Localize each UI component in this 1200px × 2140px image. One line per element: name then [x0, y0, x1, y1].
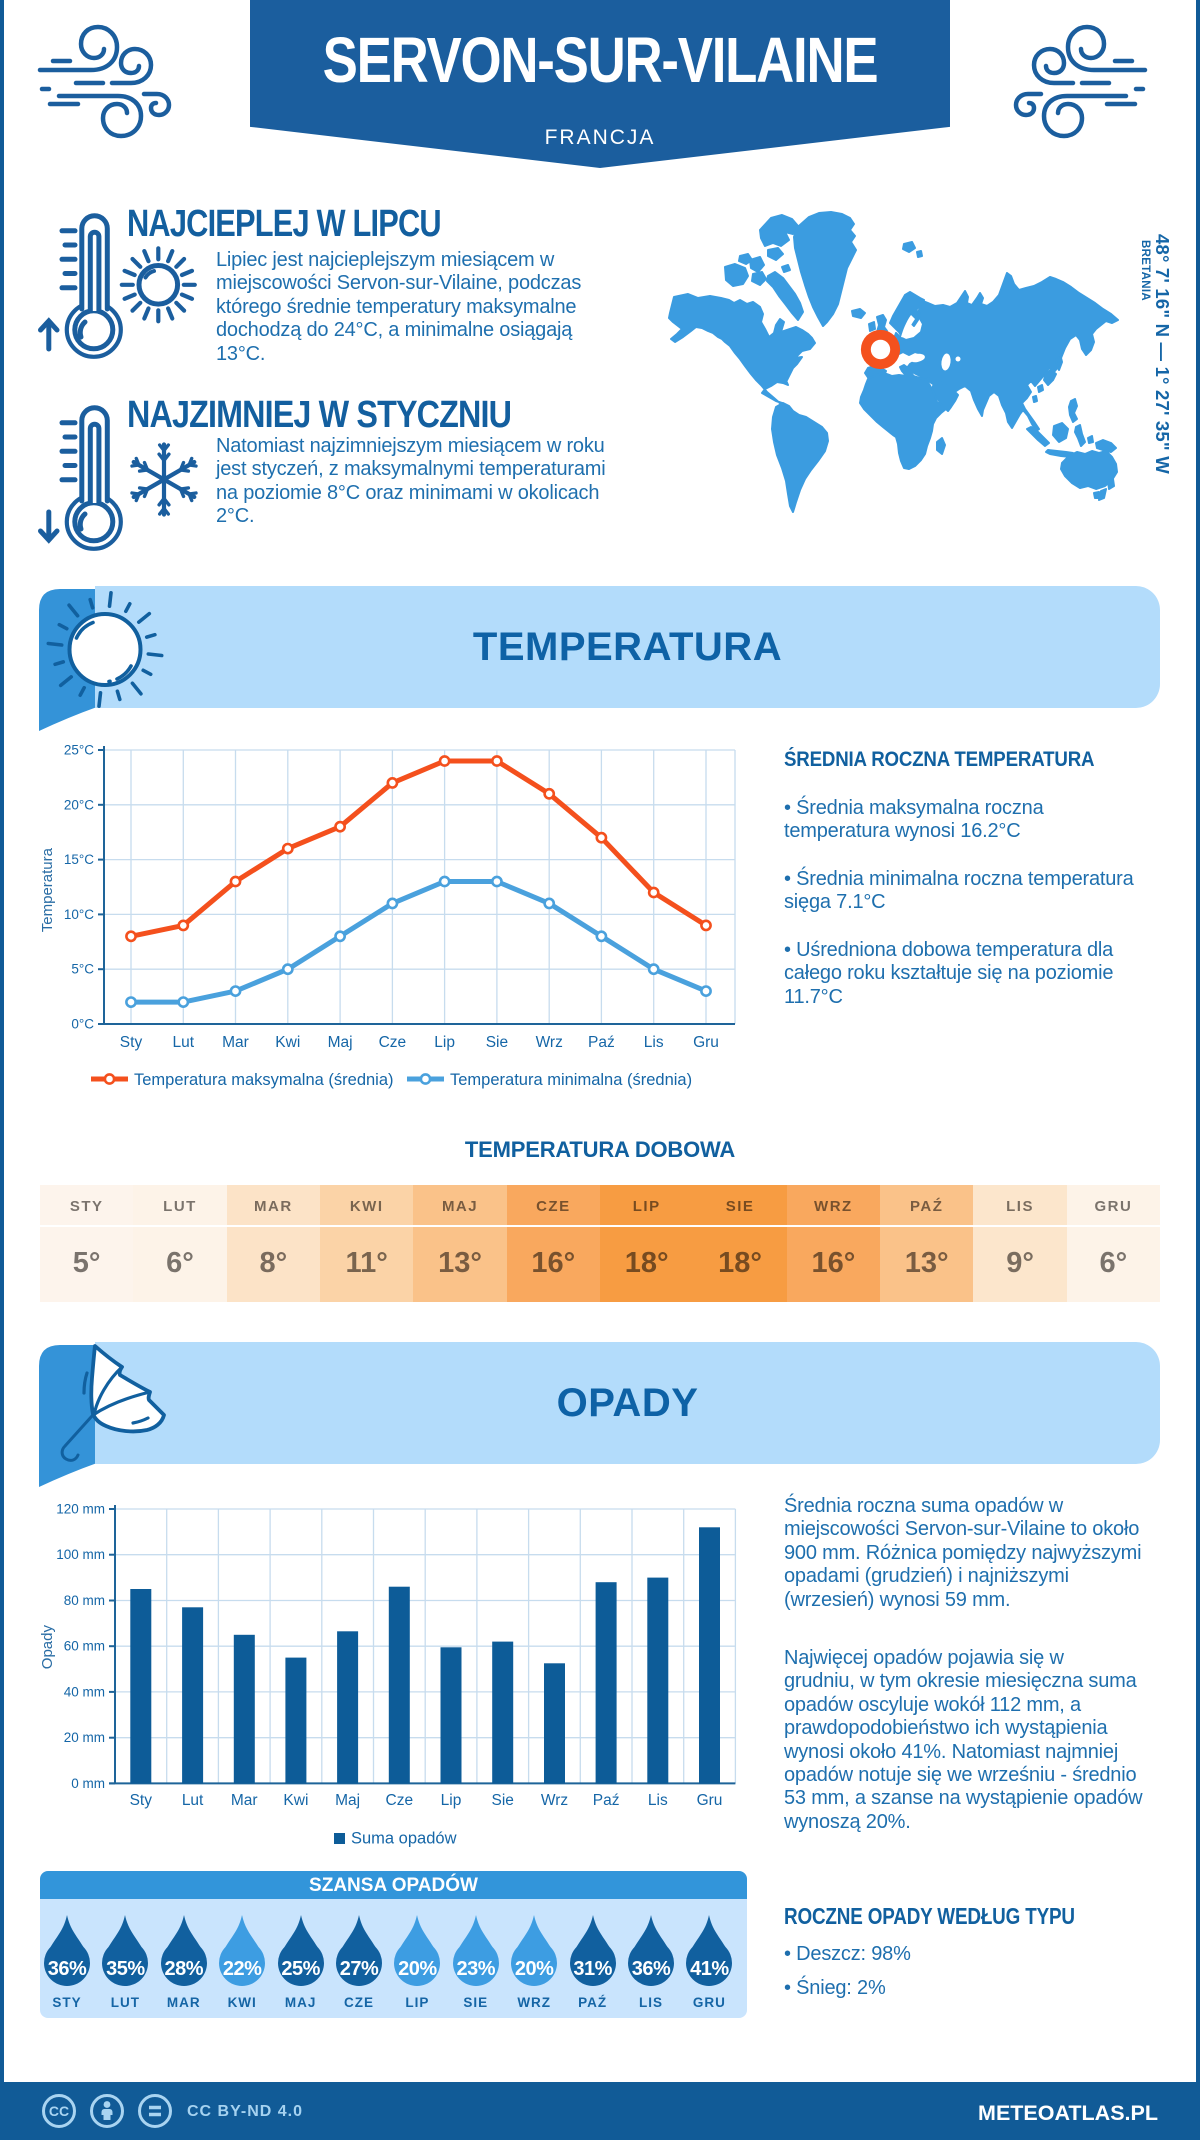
svg-text:10°C: 10°C [64, 907, 94, 922]
svg-text:Lut: Lut [182, 1792, 204, 1809]
svg-text:25°C: 25°C [64, 743, 94, 758]
svg-text:15°C: 15°C [64, 852, 94, 867]
svg-text:20 mm: 20 mm [64, 1730, 105, 1745]
svg-text:Lip: Lip [434, 1034, 455, 1051]
svg-text:Gru: Gru [697, 1792, 723, 1809]
svg-text:Wrz: Wrz [541, 1792, 568, 1809]
svg-text:Kwi: Kwi [283, 1792, 308, 1809]
svg-text:40 mm: 40 mm [64, 1684, 105, 1699]
svg-text:Lis: Lis [644, 1034, 664, 1051]
svg-text:5°C: 5°C [71, 962, 94, 977]
svg-text:Cze: Cze [379, 1034, 407, 1051]
svg-text:0 mm: 0 mm [71, 1776, 105, 1791]
svg-text:20°C: 20°C [64, 797, 94, 812]
svg-text:Sie: Sie [486, 1034, 508, 1051]
svg-text:Lut: Lut [173, 1034, 195, 1051]
svg-text:80 mm: 80 mm [64, 1593, 105, 1608]
svg-text:Mar: Mar [222, 1034, 249, 1051]
svg-text:120 mm: 120 mm [56, 1502, 105, 1517]
svg-text:Sty: Sty [130, 1792, 153, 1809]
svg-text:Kwi: Kwi [275, 1034, 300, 1051]
svg-text:CC: CC [49, 2103, 69, 2119]
svg-text:Paź: Paź [588, 1034, 615, 1051]
svg-text:Suma opadów: Suma opadów [351, 1830, 457, 1848]
svg-text:Maj: Maj [335, 1792, 360, 1809]
svg-text:0°C: 0°C [71, 1017, 94, 1032]
svg-text:Gru: Gru [693, 1034, 719, 1051]
svg-text:Sie: Sie [491, 1792, 513, 1809]
svg-text:Paź: Paź [593, 1792, 620, 1809]
svg-text:Lis: Lis [648, 1792, 668, 1809]
svg-text:Temperatura maksymalna (średni: Temperatura maksymalna (średnia) [134, 1071, 394, 1089]
svg-text:Temperatura minimalna (średnia: Temperatura minimalna (średnia) [450, 1071, 692, 1089]
svg-text:Sty: Sty [120, 1034, 143, 1051]
svg-text:Lip: Lip [441, 1792, 462, 1809]
svg-text:Maj: Maj [328, 1034, 353, 1051]
svg-text:60 mm: 60 mm [64, 1639, 105, 1654]
svg-text:100 mm: 100 mm [56, 1547, 105, 1562]
svg-text:Mar: Mar [231, 1792, 258, 1809]
svg-text:Cze: Cze [386, 1792, 414, 1809]
svg-text:Wrz: Wrz [536, 1034, 563, 1051]
